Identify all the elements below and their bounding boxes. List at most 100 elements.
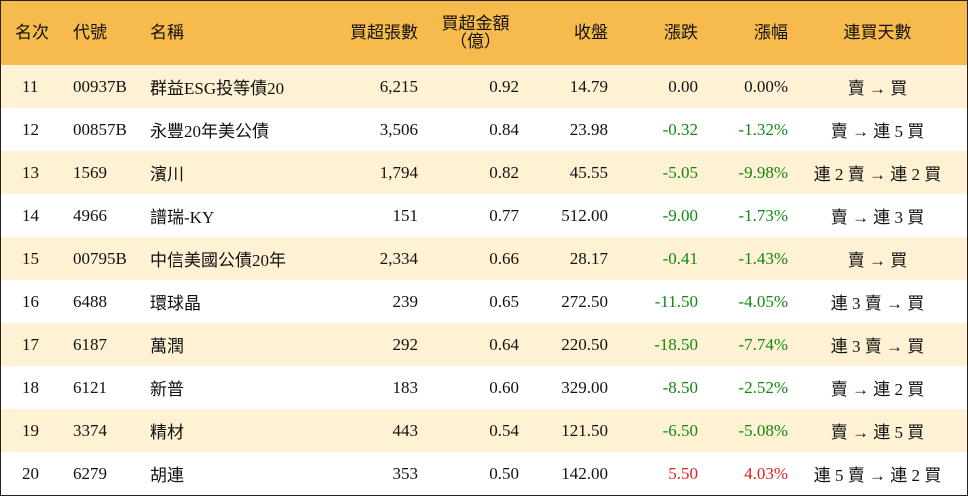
cell-change: -11.50	[654, 291, 698, 311]
cell-close: 329.00	[561, 377, 608, 397]
cell-rank: 17	[22, 334, 39, 354]
cell-code: 6121	[73, 377, 107, 397]
cell-code: 6488	[73, 291, 107, 311]
cell-net-buy-shares: 1,794	[379, 162, 418, 182]
table-row[interactable]: 20 6279 胡連 353 0.50 142.00 5.50 4.03% 連 …	[1, 452, 967, 495]
cell-consecutive-days: 連 3 賣 → 買	[830, 294, 925, 313]
cell-change: 0.00	[668, 76, 698, 96]
cell-consecutive-days: 賣 → 買	[847, 79, 908, 98]
cell-change: -5.05	[662, 162, 698, 182]
cell-change-pct: -4.05%	[738, 291, 788, 311]
cell-name[interactable]: 精材	[150, 423, 184, 442]
cell-name[interactable]: 譜瑞-KY	[150, 208, 215, 227]
cell-consecutive-days: 賣 → 連 3 買	[830, 208, 925, 227]
cell-net-buy-amount: 0.60	[489, 377, 519, 397]
cell-net-buy-amount: 0.50	[489, 463, 519, 483]
cell-close: 28.17	[569, 248, 608, 268]
table-row[interactable]: 11 00937B 群益ESG投等債20 6,215 0.92 14.79 0.…	[1, 65, 967, 108]
header-rank[interactable]: 名次	[15, 23, 49, 42]
cell-change: -6.50	[662, 420, 698, 440]
header-net-buy-amount-line2: （億）	[450, 32, 501, 51]
header-name[interactable]: 名稱	[150, 23, 184, 42]
cell-code: 6279	[73, 463, 107, 483]
cell-change: -18.50	[654, 334, 698, 354]
cell-change-pct: -5.08%	[738, 420, 788, 440]
cell-name[interactable]: 中信美國公債20年	[150, 251, 286, 270]
cell-close: 23.98	[569, 119, 608, 139]
cell-change-pct: -1.73%	[738, 205, 788, 225]
cell-code: 1569	[73, 162, 107, 182]
cell-net-buy-shares: 353	[392, 463, 419, 483]
header-change-pct[interactable]: 漲幅	[754, 23, 788, 42]
table-row[interactable]: 12 00857B 永豐20年美公債 3,506 0.84 23.98 -0.3…	[1, 108, 967, 151]
cell-change: -9.00	[662, 205, 698, 225]
cell-code: 4966	[73, 205, 107, 225]
cell-change: -0.41	[662, 248, 698, 268]
cell-consecutive-days: 賣 → 連 5 買	[830, 122, 925, 141]
cell-net-buy-shares: 3,506	[379, 119, 418, 139]
cell-rank: 13	[22, 162, 39, 182]
cell-name[interactable]: 胡連	[150, 466, 184, 485]
cell-rank: 11	[22, 76, 39, 96]
table-row[interactable]: 16 6488 環球晶 239 0.65 272.50 -11.50 -4.05…	[1, 280, 967, 323]
cell-name[interactable]: 群益ESG投等債20	[150, 79, 285, 98]
cell-rank: 16	[22, 291, 39, 311]
table-row[interactable]: 18 6121 新普 183 0.60 329.00 -8.50 -2.52% …	[1, 366, 967, 409]
cell-name[interactable]: 環球晶	[150, 294, 201, 313]
header-close[interactable]: 收盤	[574, 23, 608, 42]
cell-change-pct: 0.00%	[744, 76, 788, 96]
cell-net-buy-shares: 2,334	[379, 248, 418, 268]
cell-name[interactable]: 濱川	[150, 165, 184, 184]
cell-code: 6187	[73, 334, 107, 354]
cell-rank: 15	[22, 248, 39, 268]
cell-change: -8.50	[662, 377, 698, 397]
cell-net-buy-shares: 151	[392, 205, 419, 225]
cell-consecutive-days: 連 2 賣 → 連 2 買	[813, 165, 942, 184]
cell-name[interactable]: 永豐20年美公債	[150, 122, 269, 141]
cell-change-pct: -9.98%	[738, 162, 788, 182]
cell-net-buy-shares: 443	[392, 420, 419, 440]
cell-consecutive-days: 賣 → 買	[847, 251, 908, 270]
cell-net-buy-shares: 239	[392, 291, 419, 311]
header-net-buy-shares[interactable]: 買超張數	[350, 23, 418, 42]
header-net-buy-amount[interactable]: 買超金額 （億）	[418, 1, 519, 65]
table-row[interactable]: 13 1569 濱川 1,794 0.82 45.55 -5.05 -9.98%…	[1, 151, 967, 194]
cell-net-buy-amount: 0.65	[489, 291, 519, 311]
cell-change-pct: -7.74%	[738, 334, 788, 354]
header-consecutive-days[interactable]: 連買天數	[843, 23, 912, 42]
cell-name[interactable]: 新普	[150, 380, 184, 399]
cell-net-buy-amount: 0.64	[489, 334, 519, 354]
cell-close: 45.55	[569, 162, 608, 182]
cell-code: 00795B	[73, 248, 127, 268]
cell-change-pct: -1.32%	[738, 119, 788, 139]
cell-consecutive-days: 賣 → 連 5 買	[830, 423, 925, 442]
header-net-buy-amount-line1: 買超金額	[441, 14, 510, 33]
table-row[interactable]: 19 3374 精材 443 0.54 121.50 -6.50 -5.08% …	[1, 409, 967, 452]
cell-change-pct: 4.03%	[744, 463, 788, 483]
cell-net-buy-shares: 292	[392, 334, 419, 354]
cell-close: 121.50	[561, 420, 608, 440]
cell-consecutive-days: 賣 → 連 2 買	[830, 380, 925, 399]
table-body: 11 00937B 群益ESG投等債20 6,215 0.92 14.79 0.…	[1, 65, 967, 495]
cell-close: 14.79	[569, 76, 608, 96]
cell-name[interactable]: 萬潤	[150, 337, 184, 356]
header-change[interactable]: 漲跌	[664, 23, 698, 42]
table-row[interactable]: 15 00795B 中信美國公債20年 2,334 0.66 28.17 -0.…	[1, 237, 967, 280]
cell-code: 3374	[73, 420, 107, 440]
table-row[interactable]: 14 4966 譜瑞-KY 151 0.77 512.00 -9.00 -1.7…	[1, 194, 967, 237]
cell-change: 5.50	[668, 463, 698, 483]
cell-close: 142.00	[561, 463, 608, 483]
cell-net-buy-amount: 0.66	[489, 248, 519, 268]
cell-code: 00937B	[73, 76, 127, 96]
header-code[interactable]: 代號	[73, 23, 107, 42]
table-header-row: 名次 代號 名稱 買超張數 買超金額 （億） 收盤 漲跌 漲幅 連買天數	[1, 1, 967, 65]
cell-consecutive-days: 連 5 賣 → 連 2 買	[813, 466, 942, 485]
cell-net-buy-amount: 0.92	[489, 76, 519, 96]
cell-rank: 18	[22, 377, 39, 397]
cell-consecutive-days: 連 3 賣 → 買	[830, 337, 925, 356]
cell-close: 272.50	[561, 291, 608, 311]
cell-net-buy-amount: 0.82	[489, 162, 519, 182]
table-row[interactable]: 17 6187 萬潤 292 0.64 220.50 -18.50 -7.74%…	[1, 323, 967, 366]
